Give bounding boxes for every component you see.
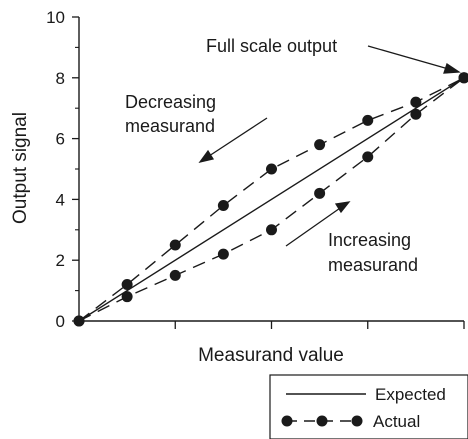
legend-actual-marker [351,415,363,427]
actual-point [410,96,422,108]
actual-point [217,199,229,211]
y-ticks: 0 2 4 6 8 10 [46,8,79,331]
annotation-increasing-2: measurand [328,255,418,275]
y-tick-label: 2 [56,251,65,270]
legend: Expected Actual [269,374,468,439]
annotation-increasing-1: Increasing [328,230,411,250]
actual-line [78,77,465,322]
legend-actual-marker [316,415,328,427]
actual-point [266,224,277,236]
decreasing-arrow [205,117,268,159]
actual-point [121,279,133,291]
increasing-arrowhead [334,201,351,214]
series-actual-increasing [73,72,468,327]
actual-point [458,72,468,84]
y-tick-label: 10 [46,8,65,27]
series-layer [73,72,468,327]
legend-actual-marker [281,415,293,427]
y-axis-title: Output signal [10,112,31,224]
full-scale-arrow [367,45,453,71]
actual-point [266,163,277,175]
increasing-arrow [285,205,344,247]
actual-point [121,291,133,303]
full-scale-arrowhead [443,62,461,74]
legend-expected-label: Expected [375,385,446,404]
expected-line [78,77,465,322]
series-expected [78,77,465,322]
annotation-decreasing-1: Decreasing [125,92,216,112]
series-actual-decreasing [73,72,468,327]
annotation-full-scale: Full scale output [206,36,337,56]
actual-point [217,248,229,260]
y-tick-label: 6 [56,130,65,149]
actual-point [314,187,326,199]
y-tick-label: 8 [56,69,65,88]
actual-point [169,269,181,281]
x-axis-title: Measurand value [198,345,344,366]
actual-point [362,114,374,126]
legend-actual-label: Actual [373,412,420,431]
decreasing-arrowhead [198,149,215,164]
y-tick-label: 4 [56,190,65,209]
actual-point [362,151,374,163]
annotation-decreasing-2: measurand [125,116,215,136]
actual-point [410,108,422,120]
annotation-arrows [198,45,461,247]
actual-point [314,139,326,151]
legend-box [269,374,468,439]
actual-point [73,315,85,327]
y-tick-label: 0 [56,312,65,331]
actual-point [169,239,181,251]
x-ticks [174,321,465,329]
